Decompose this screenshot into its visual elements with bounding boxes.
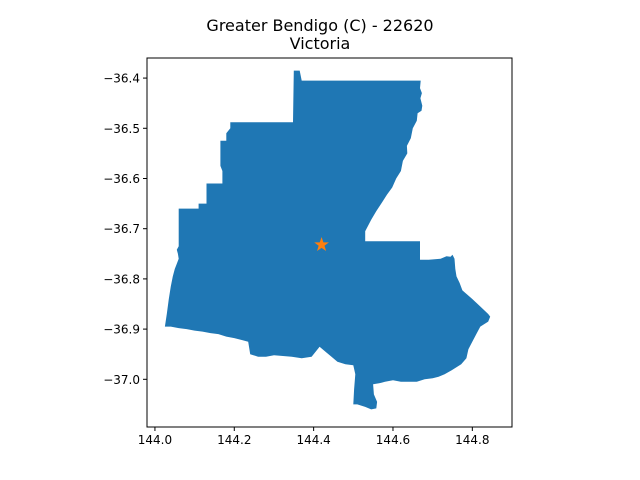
centroid-star-marker <box>314 237 329 252</box>
y-tick-label: −36.6 <box>103 172 140 186</box>
map-title-line-2: Victoria <box>289 34 351 53</box>
region-layer <box>164 70 491 410</box>
x-tick-label: 144.6 <box>376 433 410 447</box>
y-tick-label: −37.0 <box>103 373 140 387</box>
axes-layer: 144.0 144.2 144.4 144.6 144.8 −36.4 −36.5 −36.6… <box>103 57 513 447</box>
y-tick-label: −36.5 <box>103 122 140 136</box>
y-tick-label: −36.8 <box>103 272 140 286</box>
x-tick-label: 144.8 <box>455 433 489 447</box>
lga-region-polygon <box>164 70 491 410</box>
y-tick-label: −36.9 <box>103 323 140 337</box>
marker-layer <box>314 237 329 252</box>
y-tick-label: −36.7 <box>103 222 140 236</box>
map-title-line-1: Greater Bendigo (C) - 22620 <box>206 16 434 35</box>
x-tick-label: 144.4 <box>296 433 330 447</box>
axes-frame <box>146 57 513 428</box>
x-tick-label: 144.2 <box>217 433 251 447</box>
y-tick-label: −36.4 <box>103 72 140 86</box>
x-tick-label: 144.0 <box>138 433 172 447</box>
